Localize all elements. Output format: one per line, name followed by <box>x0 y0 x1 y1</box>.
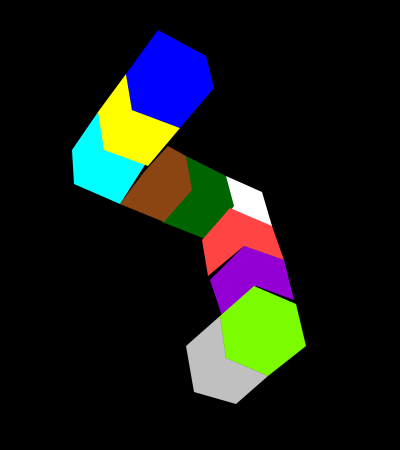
lime-segment[interactable] <box>220 286 306 376</box>
green-segment[interactable] <box>162 156 234 240</box>
purple-segment[interactable] <box>210 246 294 316</box>
blue-segment[interactable] <box>126 30 214 128</box>
red-segment[interactable] <box>202 208 284 276</box>
yellow-segment[interactable] <box>98 74 180 166</box>
cyan-segment[interactable] <box>72 112 148 204</box>
brown-segment[interactable] <box>120 146 192 222</box>
gray-segment[interactable] <box>186 316 268 404</box>
